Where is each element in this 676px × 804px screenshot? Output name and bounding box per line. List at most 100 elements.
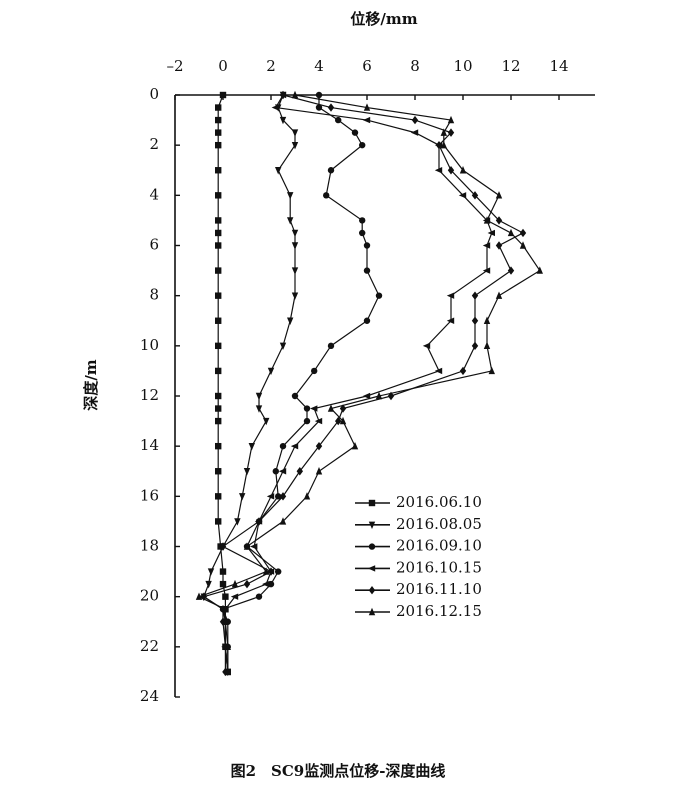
marker <box>275 493 282 500</box>
marker <box>434 367 443 375</box>
x-axis-title: 位移/mm <box>350 10 417 28</box>
marker <box>267 367 275 376</box>
marker <box>222 617 229 625</box>
marker <box>205 580 212 589</box>
legend-label: 2016.06.10 <box>396 493 482 511</box>
marker <box>215 141 222 149</box>
marker <box>215 217 222 224</box>
marker <box>248 442 255 451</box>
marker <box>215 442 222 450</box>
marker <box>507 228 515 237</box>
y-tick-label: 18 <box>140 537 159 555</box>
marker <box>243 542 251 550</box>
marker <box>215 267 222 274</box>
marker <box>279 90 287 100</box>
marker <box>255 392 263 401</box>
marker <box>315 91 323 99</box>
marker <box>215 292 222 299</box>
series-line <box>202 94 525 672</box>
marker <box>327 167 335 174</box>
marker <box>215 417 222 425</box>
legend-label: 2016.10.15 <box>396 558 482 576</box>
marker <box>215 518 222 525</box>
marker <box>215 317 222 324</box>
marker <box>327 342 335 350</box>
marker <box>243 468 251 476</box>
marker <box>482 267 491 274</box>
marker <box>215 229 222 237</box>
marker <box>215 392 222 400</box>
marker <box>536 266 543 274</box>
marker <box>278 468 287 475</box>
marker <box>243 579 251 589</box>
marker <box>411 115 419 125</box>
marker <box>267 567 275 576</box>
marker <box>279 442 287 450</box>
marker <box>351 441 359 450</box>
y-tick-label: 20 <box>140 587 159 605</box>
legend-label: 2016.08.05 <box>396 515 482 533</box>
marker <box>224 667 231 676</box>
marker <box>287 217 294 225</box>
y-tick-label: 2 <box>149 135 159 153</box>
marker <box>263 417 270 426</box>
marker <box>219 605 227 614</box>
marker <box>410 129 419 136</box>
marker <box>362 116 371 124</box>
marker <box>215 342 222 350</box>
marker <box>422 342 431 350</box>
marker <box>239 493 246 501</box>
marker <box>287 192 294 200</box>
marker <box>459 366 467 376</box>
marker <box>519 228 527 238</box>
marker <box>263 567 270 575</box>
marker <box>207 568 215 576</box>
marker <box>459 166 467 174</box>
marker <box>290 442 299 450</box>
marker <box>471 316 479 325</box>
x-tick-label: 6 <box>362 57 372 75</box>
marker <box>359 217 366 224</box>
marker <box>363 317 371 324</box>
marker <box>368 607 376 616</box>
y-tick-label: 12 <box>140 386 159 404</box>
marker <box>303 405 311 412</box>
marker <box>458 192 467 199</box>
marker <box>222 605 229 613</box>
marker <box>291 141 299 150</box>
marker <box>291 292 299 300</box>
marker <box>219 568 227 575</box>
marker <box>275 568 282 575</box>
marker <box>215 493 222 500</box>
y-tick-label: 0 <box>149 85 159 103</box>
marker <box>495 291 503 299</box>
marker <box>291 267 299 275</box>
marker <box>471 191 479 200</box>
marker <box>447 115 455 124</box>
marker <box>291 129 299 137</box>
marker <box>471 341 479 351</box>
x-tick-label: 10 <box>453 57 472 75</box>
x-tick-label: 12 <box>501 57 520 75</box>
marker <box>296 467 303 476</box>
marker <box>215 104 222 111</box>
marker <box>339 416 347 425</box>
marker <box>271 104 279 111</box>
marker <box>368 543 376 550</box>
marker <box>215 405 222 412</box>
x-tick-label: –2 <box>166 57 183 75</box>
series-line <box>197 94 541 672</box>
series-line <box>203 94 296 672</box>
marker <box>314 417 323 425</box>
series-line <box>224 94 493 672</box>
marker <box>446 317 455 324</box>
marker <box>315 467 323 475</box>
marker <box>440 128 447 136</box>
marker <box>255 593 263 600</box>
marker <box>447 128 455 137</box>
marker <box>255 517 263 526</box>
marker <box>291 90 299 99</box>
marker <box>272 468 279 475</box>
marker <box>327 103 335 112</box>
marker <box>447 166 455 175</box>
